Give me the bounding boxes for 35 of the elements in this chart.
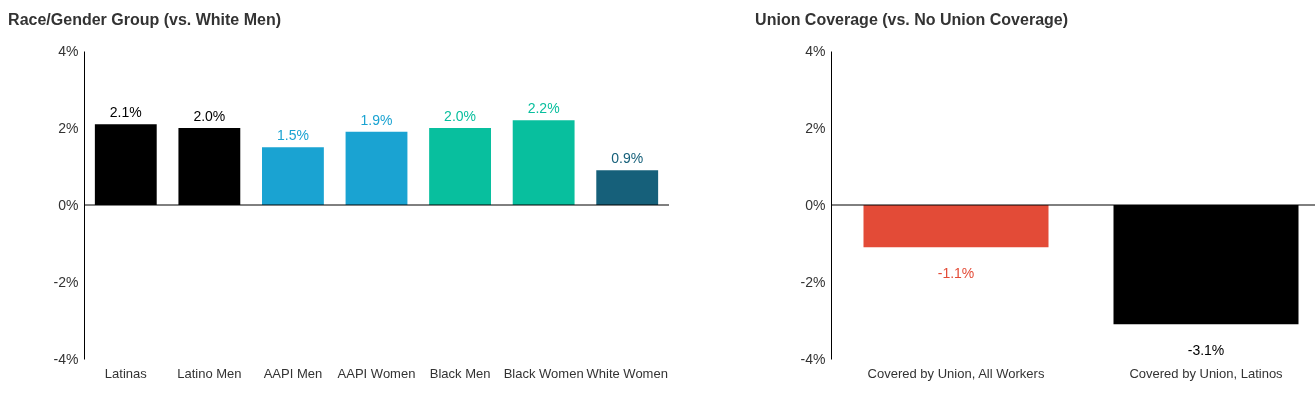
bar [429,128,491,205]
y-tick-label: 0% [58,196,79,213]
y-tick-label: 0% [805,196,826,213]
y-tick-label: -2% [53,273,79,290]
data-label: 2.0% [193,108,226,124]
data-label: 1.5% [276,127,309,144]
x-tick-label: AAPI Men [263,365,323,381]
data-label: 2.1% [109,104,142,121]
data-label: 1.9% [360,111,393,128]
bar [262,147,324,205]
y-tick-label: -2% [800,273,826,290]
x-tick-label: Covered by Union, Latinos [1129,365,1284,381]
chart-title: Union Coverage (vs. No Union Coverage) [755,11,1069,28]
data-label: 0.9% [611,150,644,167]
bar [596,170,659,205]
y-tick-label: -4% [800,350,826,367]
x-tick-label: Latinas [104,365,148,381]
y-tick-label: 2% [805,119,826,136]
chart-title: Race/Gender Group (vs. White Men) [8,11,282,28]
x-tick-label: Covered by Union, All Workers [867,365,1045,381]
y-tick-label: 4% [58,42,79,59]
x-tick-label: Latino Men [177,365,242,381]
y-tick-label: 4% [805,42,826,59]
y-tick-label: -4% [53,350,79,367]
bar [512,120,575,205]
data-label: -3.1% [1187,342,1225,359]
data-label: 2.2% [527,100,560,117]
data-label: -1.1% [937,265,975,282]
bar [345,131,408,205]
x-tick-label: Black Women [503,365,584,381]
x-tick-label: Black Men [429,365,491,381]
x-tick-label: White Women [586,365,668,381]
y-tick-label: 2% [58,119,79,136]
x-tick-label: AAPI Women [337,365,416,381]
data-label: 2.0% [444,108,477,124]
